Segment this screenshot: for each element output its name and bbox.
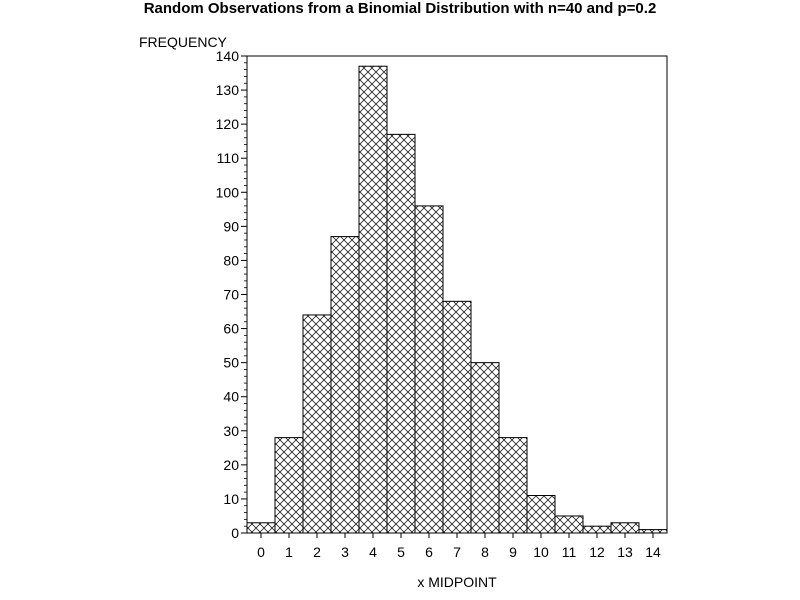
y-tick-label: 0 <box>231 525 239 541</box>
y-tick-label: 10 <box>223 491 239 507</box>
bar-2 <box>302 314 332 534</box>
bar-10 <box>526 495 556 534</box>
bar-1 <box>274 437 304 534</box>
y-tick-label: 110 <box>217 150 240 166</box>
x-tick-label: 9 <box>509 544 517 560</box>
bar-9 <box>498 437 528 534</box>
bar-6 <box>414 205 444 534</box>
x-tick-label: 2 <box>313 544 321 560</box>
y-axis-label: FREQUENCY <box>139 34 228 50</box>
bar-11 <box>554 515 584 534</box>
y-tick-label: 120 <box>216 116 240 132</box>
bars <box>246 65 668 534</box>
bar-5 <box>386 133 416 534</box>
bar-7 <box>442 300 472 534</box>
bar-4 <box>358 65 388 534</box>
x-tick-label: 13 <box>617 544 633 560</box>
x-tick-label: 1 <box>285 544 293 560</box>
x-tick-label: 7 <box>453 544 461 560</box>
x-tick-label: 11 <box>562 544 577 560</box>
y-tick-label: 50 <box>223 355 239 371</box>
bar-13 <box>610 522 640 534</box>
y-tick-label: 90 <box>223 218 239 234</box>
x-tick-label: 0 <box>257 544 265 560</box>
bar-8 <box>470 362 500 534</box>
bar-0 <box>246 522 276 534</box>
y-tick-label: 70 <box>223 287 239 303</box>
x-axis-label: x MIDPOINT <box>417 574 497 590</box>
x-tick-label: 6 <box>425 544 433 560</box>
bar-3 <box>330 236 360 534</box>
y-tick-label: 30 <box>223 423 239 439</box>
x-axis: 0 1 2 3 4 5 6 7 8 9 10 11 12 13 14 <box>257 533 661 560</box>
x-tick-label: 5 <box>397 544 405 560</box>
y-tick-label: 140 <box>216 48 240 64</box>
y-tick-label: 40 <box>223 389 239 405</box>
x-tick-label: 4 <box>369 544 377 560</box>
y-tick-label: 60 <box>223 321 239 337</box>
bar-14 <box>638 529 668 534</box>
x-tick-label: 14 <box>645 544 661 560</box>
chart-title: Random Observations from a Binomial Dist… <box>143 0 657 17</box>
plot-frame <box>246 55 668 534</box>
x-tick-label: 3 <box>341 544 349 560</box>
x-tick-label: 12 <box>589 544 605 560</box>
x-tick-label: 8 <box>481 544 489 560</box>
y-tick-label: 100 <box>216 184 240 200</box>
x-tick-label: 10 <box>533 544 549 560</box>
y-tick-label: 20 <box>223 457 239 473</box>
bar-12 <box>582 525 612 534</box>
y-axis: 0 10 20 30 40 50 60 70 80 90 100 110 120 130 140 <box>216 48 247 541</box>
y-tick-label: 130 <box>216 82 240 98</box>
y-tick-label: 80 <box>223 252 239 268</box>
